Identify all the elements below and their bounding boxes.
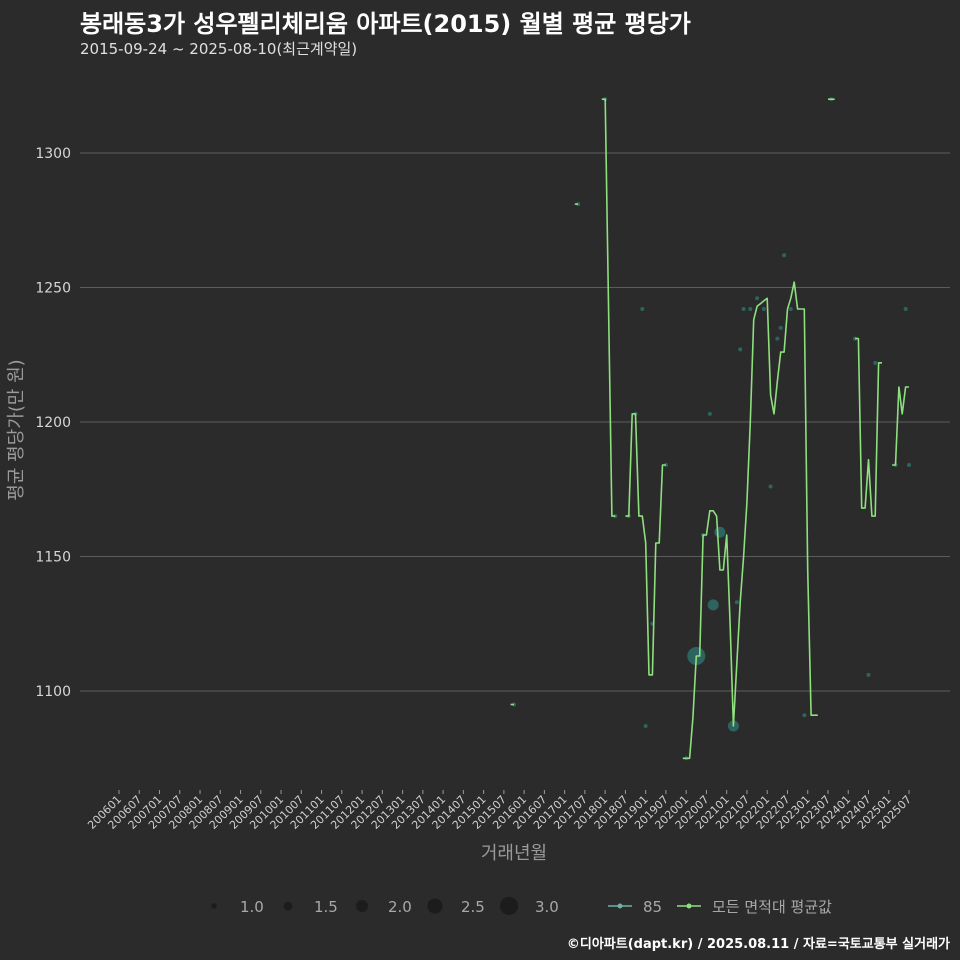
- legend-85-dot: [617, 903, 623, 909]
- grid-lines: [80, 152, 950, 692]
- legend-avg-label: 모든 면적대 평균값: [712, 898, 832, 916]
- legend-size-key: [356, 900, 368, 912]
- y-axis-ticks: 1100 1150 1200 1250 1300: [35, 146, 71, 700]
- y-axis-label: 평균 평당가(만 원): [6, 359, 27, 500]
- data-point: [873, 360, 878, 365]
- y-tick-label: 1300: [35, 146, 71, 162]
- x-axis-ticks: 2006012006072007012007072008012008072009…: [85, 790, 914, 832]
- data-point: [738, 347, 743, 352]
- legend: 1.0 1.5 2.0 2.5 3.0 85 모든 면적대 평균값: [211, 896, 832, 916]
- avg-line-segment: [892, 386, 909, 466]
- avg-line-segment: [682, 281, 818, 760]
- y-tick-label: 1100: [35, 684, 71, 700]
- y-tick-label: 1250: [35, 281, 71, 297]
- legend-size-label: 2.5: [461, 898, 485, 916]
- data-point: [775, 336, 780, 341]
- data-point: [903, 307, 908, 312]
- data-point: [714, 526, 726, 538]
- chart-subtitle: 2015-09-24 ~ 2025-08-10(최근계약일): [80, 40, 358, 58]
- legend-size-label: 3.0: [535, 898, 559, 916]
- y-tick-label: 1150: [35, 550, 71, 566]
- points-series-85: [512, 97, 911, 761]
- line-series-average: [510, 98, 909, 760]
- data-point: [741, 307, 746, 312]
- data-point: [866, 672, 871, 677]
- data-point: [782, 253, 787, 258]
- legend-size-label: 1.0: [240, 898, 264, 916]
- legend-85-label: 85: [643, 898, 662, 916]
- legend-size-key: [211, 903, 217, 909]
- legend-size-key: [499, 896, 519, 916]
- legend-size-label: 2.0: [388, 898, 412, 916]
- data-point: [663, 463, 668, 468]
- data-point: [576, 202, 581, 207]
- legend-avg-dot: [686, 903, 692, 909]
- data-point: [640, 307, 645, 312]
- avg-line-segment: [855, 337, 882, 517]
- data-point: [802, 713, 807, 718]
- x-axis-label: 거래년월: [481, 843, 547, 864]
- data-point: [778, 325, 783, 330]
- data-point: [707, 599, 719, 611]
- avg-line-segment: [625, 413, 666, 676]
- data-point: [788, 307, 793, 312]
- footer-credit: ©디아파트(dapt.kr) / 2025.08.11 / 자료=국토교통부 실…: [566, 937, 950, 952]
- data-point: [734, 600, 739, 605]
- data-point: [907, 463, 911, 468]
- data-point: [768, 484, 773, 489]
- chart-title: 봉래동3가 성우펠리체리움 아파트(2015) 월별 평균 평당가: [80, 10, 691, 38]
- data-point: [761, 307, 766, 312]
- data-point: [755, 296, 760, 301]
- data-point: [748, 307, 753, 312]
- data-point: [852, 336, 857, 341]
- y-tick-label: 1200: [35, 415, 71, 431]
- data-point: [643, 723, 648, 728]
- legend-size-key: [427, 898, 443, 914]
- avg-line-segment: [601, 98, 616, 517]
- legend-size-key: [283, 901, 293, 911]
- legend-size-label: 1.5: [314, 898, 338, 916]
- data-point: [707, 411, 712, 416]
